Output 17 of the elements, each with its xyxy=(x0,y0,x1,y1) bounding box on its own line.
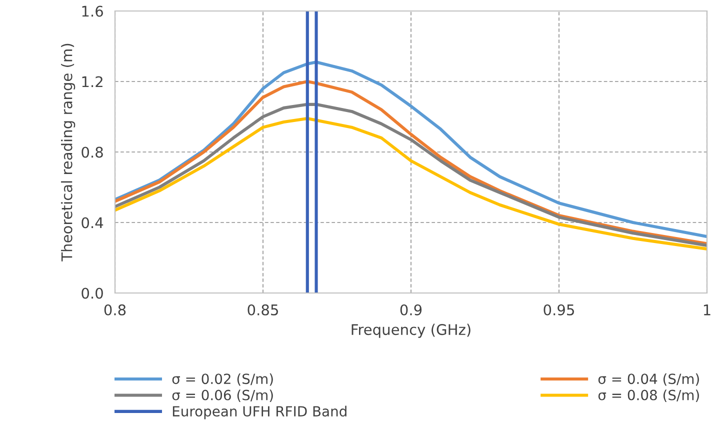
x-tick-label: 0.85 xyxy=(248,304,278,316)
y-tick-label: 0.4 xyxy=(82,217,104,228)
x-tick-label: 0.95 xyxy=(544,304,574,316)
x-tick-label: 0.8 xyxy=(104,304,126,316)
y-tick-label: 1.2 xyxy=(82,76,102,88)
x-tick-label: 1 xyxy=(704,304,710,316)
legend-label: European UFH RFID Band xyxy=(172,406,346,420)
x-axis-title: Frequency (GHz) xyxy=(352,324,470,338)
legend-label: σ = 0.04 (S/m) xyxy=(598,373,699,386)
y-tick-label: 1.6 xyxy=(82,6,103,17)
legend-label: σ = 0.02 (S/m) xyxy=(172,373,273,386)
legend-label: σ = 0.08 (S/m) xyxy=(598,390,699,402)
y-axis-title: Theoretical reading range (m) xyxy=(61,44,76,262)
y-tick-label: 0.8 xyxy=(82,146,103,158)
y-tick-label: 0.0 xyxy=(82,288,103,299)
x-tick-label: 0.9 xyxy=(400,304,422,316)
legend-label: σ = 0.06 (S/m) xyxy=(172,390,273,402)
